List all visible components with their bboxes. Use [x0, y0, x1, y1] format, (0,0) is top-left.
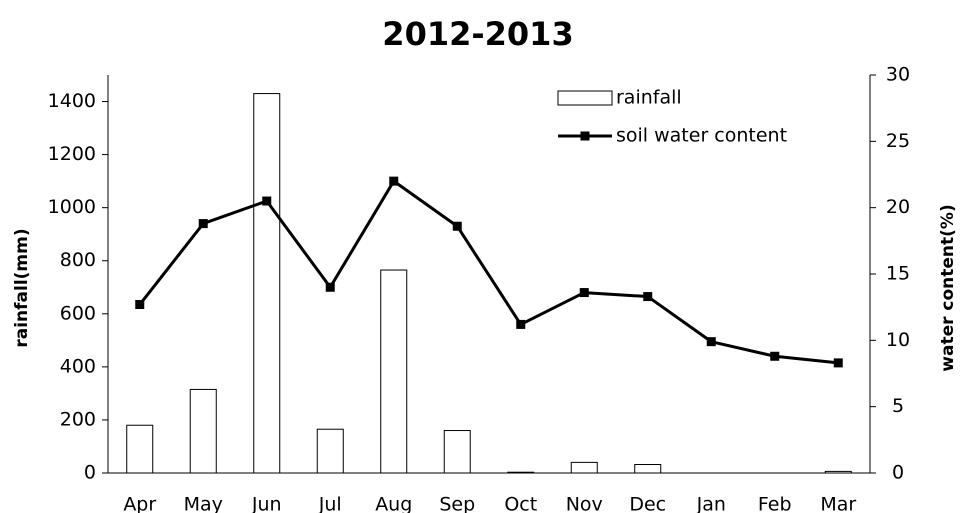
- marker: [262, 196, 272, 206]
- y-tick-label: 400: [60, 355, 96, 377]
- x-tick-label: Nov: [566, 494, 603, 513]
- y-axis-label: rainfall(mm): [12, 228, 32, 347]
- x-tick-label: Apr: [123, 494, 156, 513]
- bar: [126, 424, 154, 474]
- y2-tick-label: 5: [892, 395, 904, 417]
- y2-tick-label: 25: [886, 130, 910, 152]
- marker: [389, 176, 399, 186]
- chart-title: 2012-2013: [382, 15, 573, 53]
- marker: [643, 292, 653, 302]
- marker: [198, 219, 208, 229]
- bar: [253, 93, 281, 474]
- bar: [634, 464, 662, 474]
- y-tick-label: 1000: [48, 196, 96, 218]
- y-tick-label: 1400: [48, 90, 96, 112]
- x-tick-label: Oct: [504, 494, 537, 513]
- marker: [770, 351, 780, 361]
- x-tick-label: Mar: [820, 494, 856, 513]
- legend-swatch: [557, 90, 613, 106]
- bar: [570, 461, 598, 474]
- x-tick-label: Jul: [318, 494, 342, 513]
- y-tick-label: 800: [60, 249, 96, 271]
- y-tick-label: 0: [84, 462, 96, 484]
- bar: [189, 388, 217, 474]
- y2-tick-label: 20: [886, 196, 910, 218]
- x-tick-label: Jun: [251, 494, 282, 513]
- y-tick-label: 600: [60, 302, 96, 324]
- marker: [579, 288, 589, 298]
- x-tick-label: May: [184, 494, 223, 513]
- legend-marker: [580, 131, 590, 141]
- bar: [824, 470, 852, 474]
- marker: [452, 221, 462, 231]
- line: [138, 179, 839, 365]
- marker: [135, 300, 145, 310]
- marker: [833, 358, 843, 368]
- bar: [316, 428, 344, 474]
- y-tick-label: 200: [60, 408, 96, 430]
- marker: [706, 337, 716, 347]
- marker: [516, 319, 526, 329]
- y-tick-label: 1200: [48, 143, 96, 165]
- bar: [380, 269, 408, 474]
- y2-tick-label: 0: [892, 462, 904, 484]
- x-tick-label: Dec: [629, 494, 666, 513]
- y2-tick-label: 15: [886, 263, 910, 285]
- x-tick-label: Aug: [375, 494, 412, 513]
- marker: [325, 282, 335, 292]
- bar: [443, 430, 471, 474]
- y2-tick-label: 30: [886, 64, 910, 86]
- legend-label: soil water content: [616, 125, 787, 147]
- bar: [507, 471, 535, 474]
- x-tick-label: Feb: [758, 494, 792, 513]
- x-tick-label: Jan: [696, 494, 726, 513]
- legend-label: rainfall: [616, 87, 682, 109]
- x-tick-label: Sep: [439, 494, 475, 513]
- y2-axis-label: water content(%): [938, 204, 958, 371]
- y2-tick-label: 10: [886, 329, 910, 351]
